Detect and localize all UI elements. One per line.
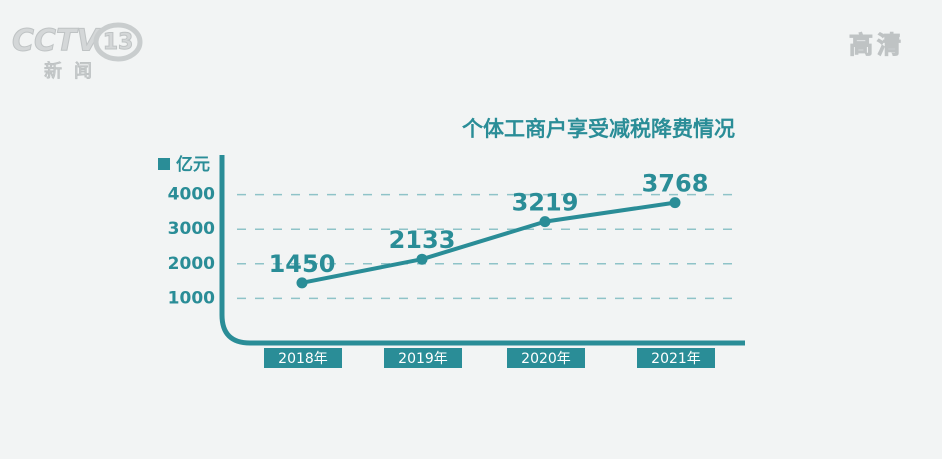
point: [539, 216, 551, 228]
y-axis-label: 亿元: [176, 154, 210, 175]
logo: CCTV 13 新闻: [12, 22, 143, 83]
y-tick-label: 4000: [168, 185, 215, 205]
x-tick-label: 2018年: [278, 351, 328, 367]
x-tick-box: [384, 348, 462, 368]
quality-badge: 高清: [849, 31, 905, 59]
data-label: 2133: [389, 226, 456, 254]
point: [296, 277, 308, 289]
y-tick-label: 2000: [168, 254, 215, 274]
y-tick-label: 3000: [168, 219, 215, 239]
point: [669, 197, 681, 209]
logo-section: 新闻: [44, 61, 104, 82]
x-tick-box: [264, 348, 342, 368]
logo-name: CCTV: [12, 24, 102, 59]
data-label: 3768: [642, 170, 709, 198]
line: [301, 200, 676, 285]
x-tick-label: 2020年: [521, 351, 571, 367]
data-label: 3219: [512, 189, 579, 217]
x-tick-box: [507, 348, 585, 368]
x-tick-label: 2019年: [398, 351, 448, 367]
x-tick-label: 2021年: [651, 351, 701, 367]
chart-title: 个体工商户享受减税降费情况: [462, 117, 735, 141]
data-label: 1450: [269, 250, 336, 278]
unit-marker: [158, 158, 170, 170]
y-tick-label: 1000: [168, 288, 215, 308]
point: [416, 253, 428, 265]
axis: [219, 155, 745, 346]
logo-ring: [93, 22, 143, 62]
x-tick-box: [637, 348, 715, 368]
logo-channel: 13: [103, 30, 134, 55]
